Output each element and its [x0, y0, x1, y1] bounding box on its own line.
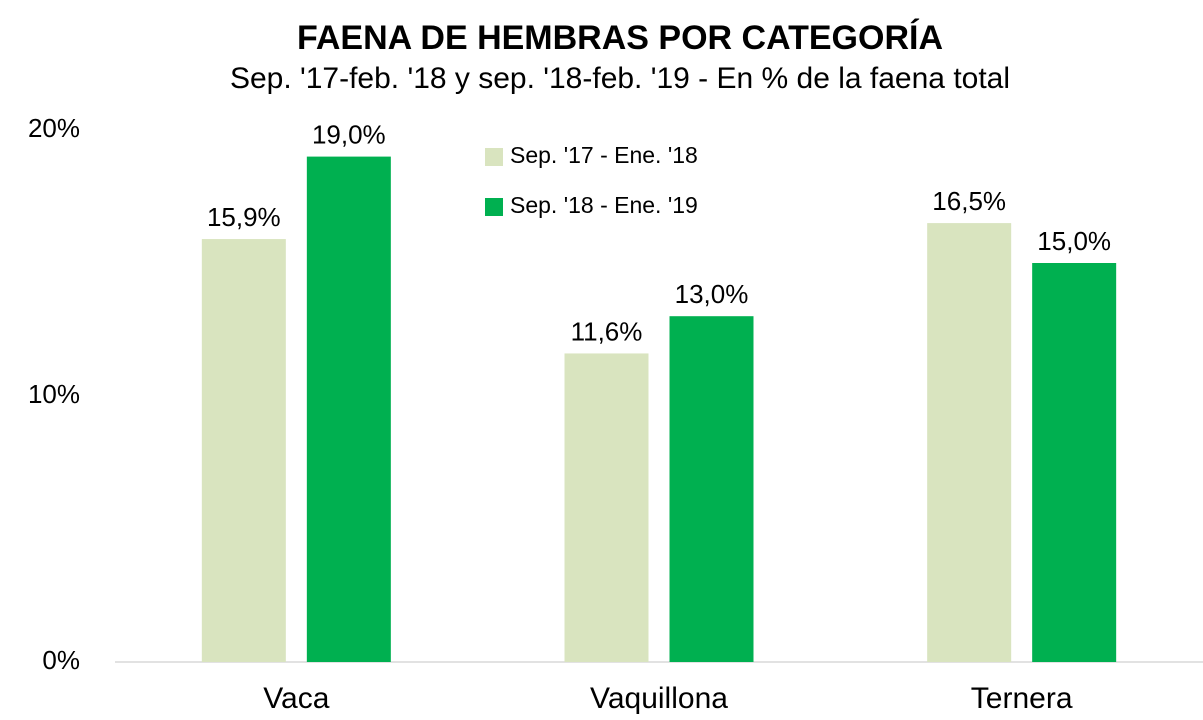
data-label: 19,0%	[312, 119, 386, 149]
legend-swatch	[485, 148, 503, 166]
x-tick-label: Vaca	[263, 682, 329, 715]
data-label: 13,0%	[675, 279, 749, 309]
bar	[1032, 263, 1117, 662]
data-label: 11,6%	[571, 316, 643, 346]
x-tick-label: Vaquillona	[590, 682, 728, 715]
chart-subtitle: Sep. '17-feb. '18 y sep. '18-feb. '19 - …	[230, 62, 1010, 95]
y-tick-label: 0%	[42, 645, 80, 675]
y-tick-label: 20%	[28, 113, 80, 143]
x-tick-label: Ternera	[971, 682, 1073, 715]
y-tick-label: 10%	[28, 379, 80, 409]
data-label: 15,9%	[207, 202, 281, 232]
data-label: 15,0%	[1037, 226, 1111, 256]
chart-title: FAENA DE HEMBRAS POR CATEGORÍA	[297, 19, 943, 57]
bar	[306, 156, 391, 662]
legend-label: Sep. '17 - Ene. '18	[510, 142, 698, 168]
bar	[564, 353, 649, 662]
data-label: 16,5%	[932, 186, 1006, 216]
legend-swatch	[485, 198, 503, 216]
bar	[669, 316, 754, 662]
legend-label: Sep. '18 - Ene. '19	[510, 192, 698, 218]
bar	[927, 223, 1012, 662]
bar	[201, 239, 286, 662]
